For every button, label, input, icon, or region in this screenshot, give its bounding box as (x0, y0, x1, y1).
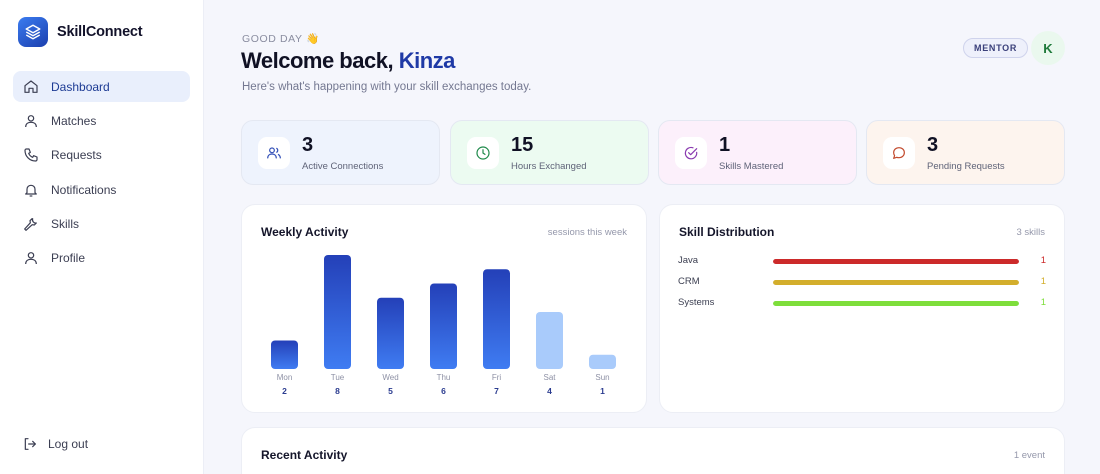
role-badge: MENTOR (963, 38, 1029, 58)
stat-label: Skills Mastered (719, 161, 784, 172)
bar-sat[interactable] (536, 312, 563, 369)
layers-logo-icon (18, 17, 48, 47)
weekly-activity-chart: Mon 2 Tue 8 Wed 5 Thu 6 Fri 7 Sat 4 Sun 1 (271, 255, 616, 396)
data-label-thu: 6 (441, 386, 446, 396)
stat-card-skills-mastered[interactable]: 1 Skills Mastered (658, 120, 857, 185)
avatar[interactable]: K (1031, 31, 1065, 65)
stat-label: Hours Exchanged (511, 161, 587, 172)
sidebar-item-requests[interactable]: Requests (13, 140, 190, 171)
phone-icon (24, 148, 38, 162)
bell-icon (25, 184, 37, 197)
tick-label-thu: Thu (437, 373, 451, 382)
sidebar-item-profile[interactable]: Profile (13, 243, 190, 274)
skill-name: Systems (678, 297, 715, 308)
skill-bar-track (773, 301, 1019, 306)
skill-name: Java (678, 255, 699, 266)
recent-activity-card: Recent Activity 1 event (241, 427, 1065, 474)
home-icon (24, 79, 38, 93)
data-label-sun: 1 (600, 386, 605, 396)
sidebar-item-label: Profile (51, 251, 86, 266)
data-label-mon: 2 (282, 386, 287, 396)
logout-button[interactable]: Log out (22, 436, 88, 452)
sidebar-item-notifications[interactable]: Notifications (13, 174, 190, 205)
chat-icon (883, 137, 915, 169)
tick-label-mon: Mon (277, 373, 293, 382)
stat-card-pending-requests[interactable]: 3 Pending Requests (866, 120, 1065, 185)
sidebar-item-dashboard[interactable]: Dashboard (13, 71, 190, 102)
tick-label-wed: Wed (382, 373, 398, 382)
logout-label: Log out (48, 437, 89, 451)
sidebar-item-skills[interactable]: Skills (13, 209, 190, 240)
card-title: Weekly Activity (261, 225, 349, 239)
brand-name: SkillConnect (57, 24, 143, 40)
sidebar-item-label: Dashboard (51, 79, 110, 94)
bar-thu[interactable] (430, 283, 457, 370)
stat-label: Pending Requests (927, 161, 1005, 172)
skill-bar-track (773, 259, 1019, 264)
stat-value: 15 (511, 134, 534, 156)
tick-label-tue: Tue (331, 373, 345, 382)
data-label-sat: 4 (547, 386, 552, 396)
skill-bar-fill (773, 280, 1019, 285)
user-icon (25, 252, 37, 265)
tick-label-fri: Fri (492, 373, 502, 382)
card-note: sessions this week (547, 227, 627, 238)
bar-wed[interactable] (377, 297, 404, 369)
skill-row-java[interactable]: Java 1 (678, 255, 1046, 269)
skill-bar-fill (773, 259, 1019, 264)
stat-value: 3 (302, 134, 314, 156)
skill-bar-fill (773, 301, 1019, 306)
skill-row-crm[interactable]: CRM 1 (678, 276, 1046, 290)
skill-bar-track (773, 280, 1019, 285)
stat-value: 1 (719, 134, 731, 156)
wrench-icon (24, 218, 37, 231)
sidebar-item-matches[interactable]: Matches (13, 105, 190, 136)
main-content: GOOD DAY 👋 Welcome back, Kinza Here's wh… (205, 0, 1100, 474)
skill-distribution-card: Skill Distribution 3 skills Java 1 CRM 1… (659, 204, 1065, 413)
bar-fri[interactable] (483, 269, 510, 369)
sidebar-nav: Dashboard Matches Requests Notifications (13, 71, 190, 277)
sidebar-item-label: Notifications (51, 182, 117, 197)
page-title: Welcome back, Kinza (241, 48, 455, 74)
check-circle-icon (675, 137, 707, 169)
stat-card-active-connections[interactable]: 3 Active Connections (241, 120, 440, 185)
data-label-fri: 7 (494, 386, 499, 396)
brand[interactable]: SkillConnect (18, 17, 143, 47)
card-note: 3 skills (1016, 227, 1045, 238)
skill-count: 1 (1040, 255, 1046, 266)
card-title: Skill Distribution (679, 225, 775, 239)
sidebar: SkillConnect Dashboard Matches Requests (0, 0, 204, 474)
card-title: Recent Activity (261, 448, 348, 462)
users-icon (258, 137, 290, 169)
user-icon (25, 114, 37, 127)
stat-value: 3 (927, 134, 939, 156)
clock-icon (467, 137, 499, 169)
skill-name: CRM (678, 276, 700, 287)
card-note: 1 event (1013, 450, 1045, 461)
user-name: Kinza (398, 48, 456, 73)
welcome-text: Welcome back, (241, 48, 394, 73)
bar-tue[interactable] (324, 255, 351, 369)
greeting: GOOD DAY 👋 (242, 33, 320, 45)
bar-sun[interactable] (589, 354, 616, 369)
page-subtitle: Here's what's happening with your skill … (242, 81, 532, 93)
skill-row-systems[interactable]: Systems 1 (678, 297, 1046, 311)
logout-icon (24, 438, 36, 450)
tick-label-sat: Sat (543, 373, 556, 382)
data-label-tue: 8 (335, 386, 340, 396)
bar-mon[interactable] (271, 340, 298, 370)
skill-count: 1 (1040, 276, 1046, 287)
stat-card-hours-exchanged[interactable]: 15 Hours Exchanged (450, 120, 649, 185)
data-label-wed: 5 (388, 386, 393, 396)
skill-count: 1 (1040, 297, 1046, 308)
tick-label-sun: Sun (595, 373, 609, 382)
sidebar-item-label: Matches (51, 113, 97, 128)
sidebar-item-label: Requests (51, 148, 102, 163)
weekly-activity-card: Weekly Activity sessions this week Mon 2 T… (241, 204, 647, 413)
sidebar-item-label: Skills (51, 217, 80, 232)
stat-label: Active Connections (302, 161, 384, 172)
